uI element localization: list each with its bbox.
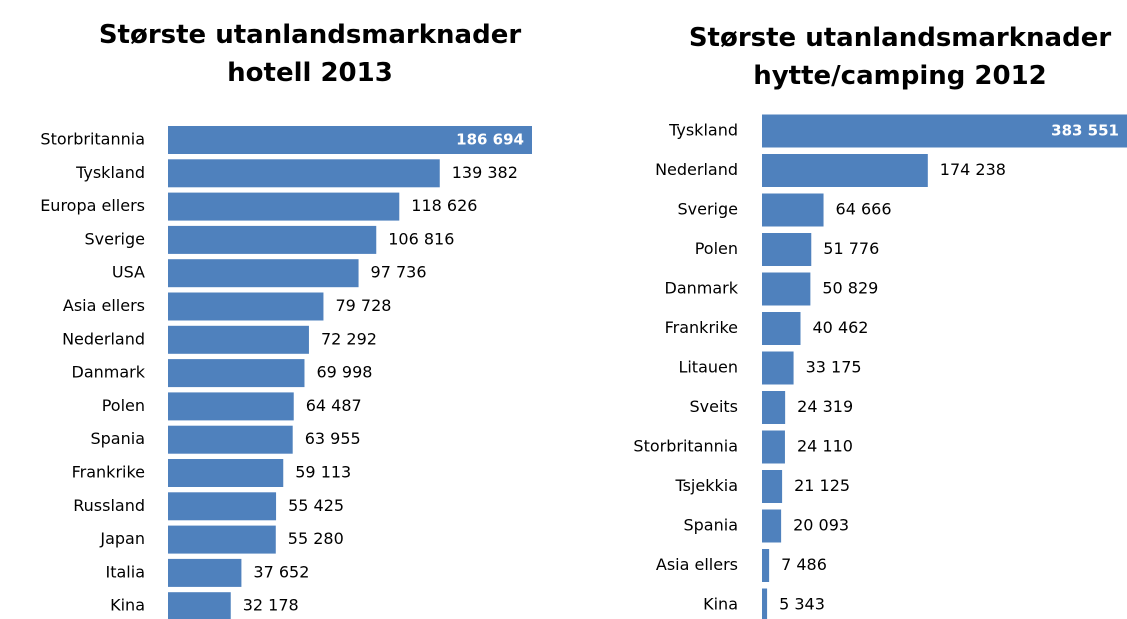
bar	[762, 509, 782, 543]
category-label: Storbritannia	[633, 437, 738, 456]
category-label: Asia ellers	[63, 296, 145, 315]
category-label: Frankrike	[665, 318, 738, 337]
bar	[762, 114, 1127, 148]
value-label: 24 110	[797, 437, 853, 456]
category-label: Nederland	[62, 329, 145, 348]
bar	[168, 126, 532, 154]
value-label: 69 998	[316, 363, 372, 382]
bar	[762, 430, 785, 464]
category-label: Frankrike	[72, 463, 145, 482]
bar	[762, 391, 786, 424]
value-label: 79 728	[335, 296, 391, 315]
category-label: Sverige	[678, 200, 739, 219]
value-label: 24 319	[797, 397, 853, 416]
category-label: USA	[112, 263, 145, 282]
value-label: 55 280	[288, 529, 344, 548]
category-label: Europa ellers	[40, 196, 145, 215]
value-label: 20 093	[793, 516, 849, 535]
value-label: 72 292	[321, 329, 377, 348]
bar	[168, 292, 324, 321]
category-label: Nederland	[655, 160, 738, 179]
category-label: Litauen	[678, 358, 738, 377]
bar	[168, 392, 294, 421]
category-label: Polen	[102, 396, 145, 415]
value-label: 51 776	[823, 239, 879, 258]
bar	[762, 233, 812, 266]
value-label: 40 462	[813, 318, 869, 337]
category-label: Spania	[90, 429, 145, 448]
category-label: Danmark	[72, 363, 146, 382]
value-label: 64 666	[836, 200, 892, 219]
bar	[762, 312, 801, 345]
value-label: 139 382	[452, 163, 518, 182]
bar	[762, 470, 783, 503]
category-label: Polen	[695, 239, 738, 258]
category-label: Asia ellers	[656, 555, 738, 574]
category-label: Kina	[110, 596, 145, 615]
bar	[168, 558, 242, 587]
value-label: 174 238	[940, 160, 1006, 179]
value-label: 63 955	[305, 429, 361, 448]
bar	[168, 325, 309, 354]
bar	[168, 359, 305, 388]
value-label: 5 343	[779, 595, 825, 614]
value-label: 59 113	[295, 463, 351, 482]
bar	[762, 272, 811, 306]
bar	[762, 154, 928, 187]
value-label: 186 694	[456, 131, 524, 149]
category-label: Spania	[683, 516, 738, 535]
value-label: 64 487	[306, 396, 362, 415]
bar	[762, 588, 768, 619]
category-label: Sverige	[85, 229, 146, 248]
category-label: Sveits	[689, 397, 738, 416]
value-label: 97 736	[371, 263, 427, 282]
value-label: 106 816	[388, 229, 454, 248]
bar	[168, 192, 400, 221]
value-label: 33 175	[806, 358, 862, 377]
category-label: Kina	[703, 595, 738, 614]
bar	[168, 492, 277, 521]
category-label: Italia	[106, 562, 146, 581]
bar	[168, 259, 359, 288]
category-label: Tsjekkia	[674, 476, 738, 495]
bar	[168, 459, 284, 487]
value-label: 21 125	[794, 476, 850, 495]
bar	[762, 193, 824, 227]
category-label: Japan	[99, 529, 145, 548]
chart-title: Største utanlandsmarknader hytte/camping…	[688, 23, 1112, 91]
category-label: Russland	[73, 496, 145, 515]
value-label: 32 178	[243, 596, 299, 615]
value-label: 118 626	[411, 196, 477, 215]
bar	[168, 159, 440, 188]
category-label: Tyskland	[668, 121, 738, 140]
bar	[168, 225, 377, 254]
bar	[168, 592, 231, 619]
value-label: 383 551	[1051, 122, 1119, 140]
bar	[762, 549, 770, 582]
bar	[762, 351, 794, 385]
value-label: 50 829	[822, 279, 878, 298]
category-label: Tyskland	[75, 163, 145, 182]
bar	[168, 525, 276, 554]
category-label: Storbritannia	[40, 130, 145, 149]
chart-title: Største utanlandsmarknader hotell 2013	[98, 20, 522, 88]
bar	[168, 425, 293, 454]
value-label: 37 652	[253, 562, 309, 581]
category-label: Danmark	[665, 279, 739, 298]
value-label: 7 486	[781, 555, 827, 574]
value-label: 55 425	[288, 496, 344, 515]
